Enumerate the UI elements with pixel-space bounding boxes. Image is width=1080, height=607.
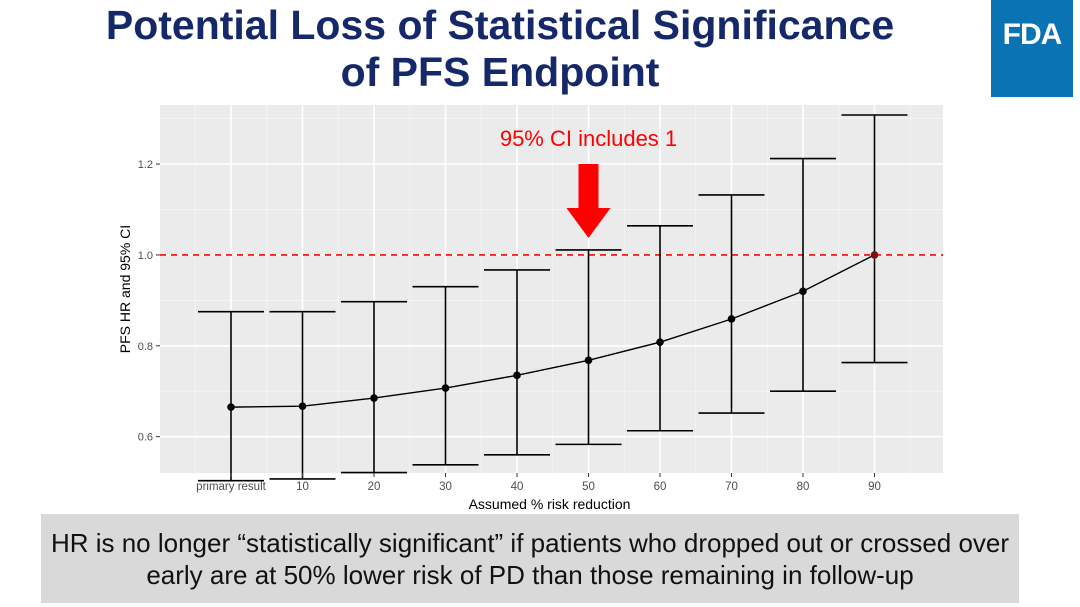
hr-trend-line bbox=[230, 254, 875, 408]
fda-logo: FDA bbox=[991, 0, 1073, 97]
y-tick-label: 0.6 bbox=[138, 432, 153, 444]
error-bar bbox=[198, 310, 264, 482]
title-line-2: of PFS Endpoint bbox=[340, 49, 660, 95]
hr-point bbox=[870, 251, 879, 259]
hr-point bbox=[727, 315, 736, 323]
error-bar bbox=[627, 225, 693, 432]
caption-box: HR is no longer “statistically significa… bbox=[41, 514, 1019, 603]
hr-point bbox=[441, 384, 450, 392]
x-tick-label: 60 bbox=[654, 481, 667, 493]
error-bar bbox=[484, 269, 550, 456]
x-tick-label: 10 bbox=[296, 481, 309, 493]
error-bars bbox=[198, 114, 908, 482]
y-axis-label: PFS HR and 95% CI bbox=[117, 225, 133, 353]
hr-points bbox=[227, 251, 879, 411]
y-tick-label: 1.0 bbox=[138, 250, 153, 262]
x-axis-ticks: primary result 10 20 30 40 50 60 70 80 90 bbox=[196, 473, 881, 493]
error-bar bbox=[770, 157, 836, 393]
y-tick-label: 1.2 bbox=[138, 159, 153, 171]
hr-point bbox=[227, 403, 235, 411]
error-bar bbox=[412, 285, 479, 466]
hr-point bbox=[656, 338, 664, 346]
y-axis-ticks: 0.6 0.8 1.0 1.2 bbox=[138, 159, 160, 444]
y-tick-label: 0.8 bbox=[138, 341, 153, 353]
error-bar bbox=[341, 300, 407, 474]
x-axis-label: Assumed % risk reduction bbox=[469, 496, 631, 512]
x-tick-label: 70 bbox=[725, 481, 738, 493]
hr-point bbox=[513, 371, 521, 380]
hr-point bbox=[584, 356, 593, 365]
annotation-text: 95% CI includes 1 bbox=[500, 126, 677, 151]
error-bar bbox=[841, 114, 908, 364]
caption-text: HR is no longer “statistically significa… bbox=[50, 527, 1010, 590]
error-bar bbox=[555, 249, 622, 446]
error-bar bbox=[698, 194, 765, 414]
hr-point bbox=[799, 287, 807, 296]
x-tick-label: primary result bbox=[196, 481, 266, 493]
x-tick-label: 80 bbox=[797, 481, 810, 493]
hr-point bbox=[298, 402, 307, 411]
x-tick-label: 30 bbox=[439, 481, 452, 493]
hr-point bbox=[370, 394, 378, 402]
x-tick-label: 50 bbox=[582, 481, 595, 493]
x-tick-label: 20 bbox=[368, 481, 381, 493]
x-tick-label: 40 bbox=[511, 481, 524, 493]
x-tick-label: 90 bbox=[868, 481, 881, 493]
title-line-1: Potential Loss of Statistical Significan… bbox=[105, 2, 895, 48]
down-arrow-icon bbox=[566, 164, 611, 238]
plot-panel bbox=[160, 105, 943, 473]
slide-title: Potential Loss of Statistical Significan… bbox=[40, 2, 960, 96]
error-bar bbox=[269, 310, 336, 480]
